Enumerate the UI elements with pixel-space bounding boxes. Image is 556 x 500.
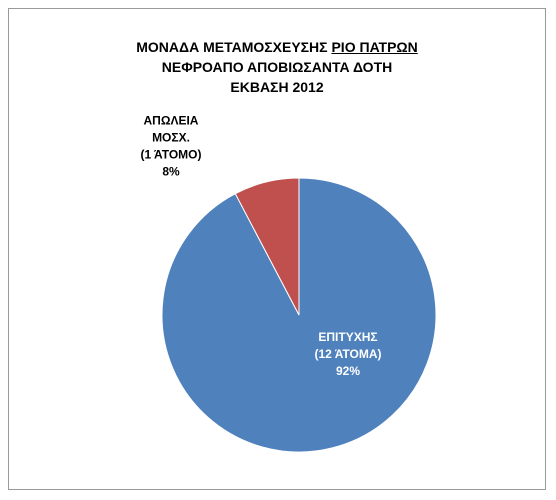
pie-label-line-1-2: (1 ΆΤΟΜΟ)	[140, 148, 201, 162]
chart-title-line-3: ΕΚΒΑΣΗ 2012	[230, 79, 324, 95]
pie-label-line-1-0: ΑΠΩΛΕΙΑ	[144, 114, 199, 128]
chart-title-line-1: ΜΟΝΑΔΑ ΜΕΤΑΜΟΣΧΕΥΣΗΣ ΡΙΟ ΠΑΤΡΩΝ	[136, 39, 418, 55]
chart-title-underlined: ΡΙΟ ΠΑΤΡΩΝ	[331, 39, 418, 55]
chart-title-line-2: ΝΕΦΡΟΑΠΟ ΑΠΟΒΙΩΣΑΝΤΑ ΔΟΤΗ	[161, 59, 393, 75]
pie-label-line-0-0: ΕΠΙΤΥΧΗΣ	[318, 330, 377, 344]
chart-area: ΜΟΝΑΔΑ ΜΕΤΑΜΟΣΧΕΥΣΗΣ ΡΙΟ ΠΑΤΡΩΝ ΝΕΦΡΟΑΠΟ…	[8, 8, 546, 490]
pie-percent-label-1: 8%	[162, 165, 180, 179]
pie-label-line-0-1: (12 ΆΤΟΜΑ)	[314, 347, 381, 361]
pie-percent-label-0: 92%	[336, 364, 360, 378]
pie-slice-1	[234, 177, 300, 316]
chart-title: ΜΟΝΑΔΑ ΜΕΤΑΜΟΣΧΕΥΣΗΣ ΡΙΟ ΠΑΤΡΩΝ ΝΕΦΡΟΑΠΟ…	[9, 37, 545, 97]
pie-label-1: ΑΠΩΛΕΙΑ ΜΟΣΧ. (1 ΆΤΟΜΟ) 8%	[140, 114, 201, 179]
pie-label-line-1-1: ΜΟΣΧ.	[152, 131, 190, 145]
pie-label-0: ΕΠΙΤΥΧΗΣ (12 ΆΤΟΜΑ) 92%	[314, 330, 381, 378]
pie-chart: ΕΠΙΤΥΧΗΣ (12 ΆΤΟΜΑ) 92% ΑΠΩΛΕΙΑ ΜΟΣΧ. (1 ΆΤΟΜ…	[140, 114, 437, 453]
